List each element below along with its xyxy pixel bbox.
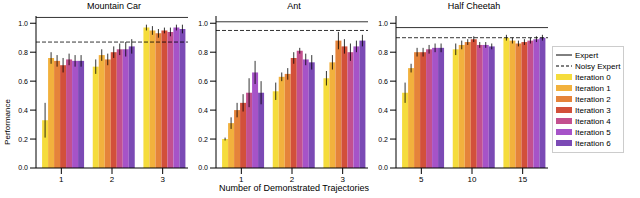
svg-text:1.0: 1.0	[18, 20, 28, 27]
svg-text:0.4: 0.4	[198, 107, 208, 114]
svg-text:0.8: 0.8	[198, 49, 208, 56]
html-text:Iteration 4: Iteration 4	[575, 116, 611, 126]
html-text:Iteration 1: Iteration 1	[575, 83, 611, 93]
html-text:Number of Demonstrated Traject: Number of Demonstrated Trajectories	[219, 183, 369, 193]
svg-text:1: 1	[239, 175, 244, 182]
svg-text:0.8: 0.8	[18, 49, 28, 56]
html-text:Iteration 3: Iteration 3	[575, 105, 611, 115]
svg-text:2: 2	[290, 175, 295, 182]
svg-text:0.6: 0.6	[378, 78, 388, 85]
svg-text:2: 2	[110, 175, 115, 182]
html-text:Noisy Expert: Noisy Expert	[575, 61, 621, 71]
svg-text:0.8: 0.8	[378, 49, 388, 56]
html-text:Iteration 6: Iteration 6	[575, 138, 611, 148]
svg-text:15: 15	[518, 175, 527, 182]
html-text:Iteration 5: Iteration 5	[575, 127, 611, 137]
svg-text:0.0: 0.0	[18, 164, 28, 171]
svg-text:0.2: 0.2	[378, 136, 388, 143]
svg-text:3: 3	[340, 175, 345, 182]
html-text:Expert: Expert	[575, 50, 599, 60]
svg-text:0.0: 0.0	[198, 164, 208, 171]
svg-text:0.6: 0.6	[18, 78, 28, 85]
html-text:Ant: Ant	[287, 1, 301, 11]
svg-text:0.2: 0.2	[198, 136, 208, 143]
svg-text:10: 10	[468, 175, 477, 182]
html-text:Half Cheetah: Half Cheetah	[447, 1, 501, 11]
svg-text:1.0: 1.0	[378, 20, 388, 27]
svg-text:0.6: 0.6	[198, 78, 208, 85]
html-text:Mountain Car: Mountain Car	[87, 1, 141, 11]
svg-text:0.4: 0.4	[378, 107, 388, 114]
svg-text:1: 1	[59, 175, 64, 182]
svg-text:0.0: 0.0	[378, 164, 388, 171]
html-text:Iteration 0: Iteration 0	[575, 72, 611, 82]
svg-text:1.0: 1.0	[198, 20, 208, 27]
svg-text:3: 3	[160, 175, 165, 182]
html-text:Iteration 2: Iteration 2	[575, 94, 611, 104]
svg-text:5: 5	[419, 175, 424, 182]
svg-text:0.4: 0.4	[18, 107, 28, 114]
svg-text:0.2: 0.2	[18, 136, 28, 143]
svg-text:Performance: Performance	[8, 99, 12, 145]
